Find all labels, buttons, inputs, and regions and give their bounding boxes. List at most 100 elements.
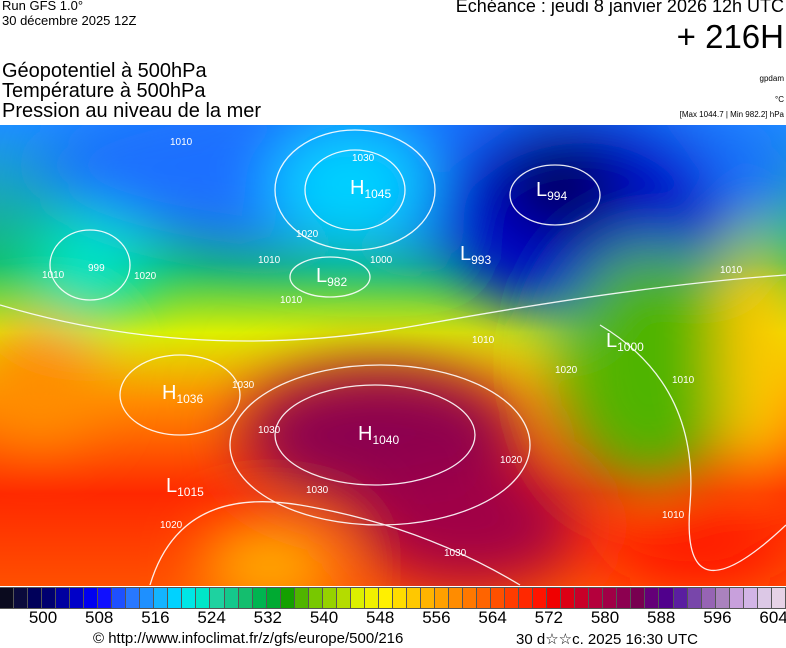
color-scale-swatch <box>645 588 660 608</box>
color-scale-swatch <box>477 588 492 608</box>
color-scale-swatch <box>420 588 435 608</box>
color-scale-tick: 604 <box>759 608 786 627</box>
color-scale-swatch <box>294 588 309 608</box>
color-scale-swatch <box>771 588 786 608</box>
isobar-label: 1010 <box>662 510 685 521</box>
color-scale-swatch <box>617 588 632 608</box>
color-scale-tick: 556 <box>422 608 451 627</box>
color-scale-swatch <box>434 588 449 608</box>
isobar-label: 1030 <box>306 485 329 496</box>
color-scale-tick: 548 <box>366 608 395 627</box>
color-scale-swatch <box>561 588 576 608</box>
color-scale-swatch <box>42 588 57 608</box>
generated-time: 30 d☆☆c. 2025 16:30 UTC <box>516 631 698 648</box>
color-scale-tick: 532 <box>253 608 282 627</box>
color-scale-swatch <box>547 588 562 608</box>
isobar-label: 1010 <box>170 137 193 148</box>
color-scale-swatch <box>238 588 253 608</box>
color-scale-swatch <box>364 588 379 608</box>
color-scale-swatch <box>603 588 618 608</box>
run-date: 30 décembre 2025 12Z <box>2 13 137 28</box>
forecast-map: H1045 L994 L982 L993 L1000 H1036 H1040 L… <box>0 125 786 586</box>
isobar-label: 1010 <box>258 255 281 266</box>
high-center: H1036 <box>162 382 204 406</box>
title-pressure: Pression au niveau de la mer <box>2 100 262 122</box>
color-scale-swatch <box>505 588 520 608</box>
run-label: Run GFS 1.0° <box>2 0 84 13</box>
isobar-label: 999 <box>88 263 105 274</box>
color-scale-swatch <box>350 588 365 608</box>
color-scale-swatch <box>280 588 295 608</box>
isobar-label: 1020 <box>296 229 319 240</box>
low-center: L994 <box>536 179 568 203</box>
color-scale-swatch <box>322 588 337 608</box>
forecast-offset: + 216H <box>676 18 784 55</box>
high-center: H1040 <box>358 423 400 447</box>
color-scale-swatch <box>84 588 99 608</box>
color-scale-tick: 540 <box>309 608 339 627</box>
isobar-label: 1000 <box>370 255 393 266</box>
low-center: L993 <box>460 243 492 267</box>
color-scale-swatch <box>757 588 772 608</box>
color-scale-swatch <box>266 588 281 608</box>
color-scale-swatch <box>729 588 744 608</box>
color-scale-tick: 596 <box>703 608 732 627</box>
color-scale-swatch <box>168 588 183 608</box>
color-scale-tick: 572 <box>534 608 563 627</box>
isobar-label: 1010 <box>720 265 743 276</box>
color-scale-swatch <box>336 588 351 608</box>
color-scale-swatch <box>687 588 702 608</box>
title-geopotential: Géopotentiel à 500hPa <box>2 60 207 82</box>
color-scale-swatch <box>406 588 421 608</box>
color-scale-swatch <box>715 588 730 608</box>
color-scale-swatch <box>0 588 15 608</box>
color-scale-tick: 500 <box>28 608 58 627</box>
isobar-label: 1030 <box>444 548 467 559</box>
title-temperature: Température à 500hPa <box>2 80 206 102</box>
isobar-label: 1010 <box>672 375 695 386</box>
color-scale-swatch <box>378 588 393 608</box>
isobar-label: 1030 <box>352 153 375 164</box>
color-scale-swatch <box>126 588 141 608</box>
isobar-label: 1020 <box>500 455 523 466</box>
isobar-label: 1030 <box>232 380 255 391</box>
color-scale-swatch <box>449 588 464 608</box>
isobar-label: 1020 <box>160 520 183 531</box>
color-scale-swatch <box>631 588 646 608</box>
isobar-label: 1020 <box>134 271 157 282</box>
color-scale-swatch <box>743 588 758 608</box>
color-scale-swatch <box>533 588 548 608</box>
color-scale-swatch <box>14 588 29 608</box>
isobar-label: 1020 <box>555 365 578 376</box>
isobar-label: 1010 <box>472 335 495 346</box>
color-scale-swatch <box>575 588 590 608</box>
copyright-url: © http://www.infoclimat.fr/z/gfs/europe/… <box>93 630 404 647</box>
unit-gpdam: gpdam <box>759 74 784 83</box>
high-center: H1045 <box>350 177 392 201</box>
low-center: L1000 <box>606 330 644 354</box>
low-center: L982 <box>316 265 348 289</box>
isobars <box>0 129 786 586</box>
color-scale-tick: 508 <box>85 608 114 627</box>
color-scale-tick: 516 <box>141 608 170 627</box>
color-scale-swatch <box>210 588 225 608</box>
color-scale-swatch <box>463 588 478 608</box>
color-scale-swatch <box>519 588 534 608</box>
color-scale-tick: 580 <box>590 608 620 627</box>
color-scale-tick: 588 <box>647 608 676 627</box>
color-scale-swatch <box>70 588 85 608</box>
color-scale-tick: 524 <box>197 608 226 627</box>
color-scale-swatch <box>252 588 267 608</box>
color-scale-swatch <box>392 588 407 608</box>
isobar-label: 1030 <box>258 425 281 436</box>
color-scale-swatch <box>196 588 211 608</box>
color-scale-swatch <box>28 588 43 608</box>
isobar-label: 1010 <box>42 270 65 281</box>
color-scale-swatch <box>182 588 197 608</box>
color-scale-swatch <box>154 588 169 608</box>
color-scale-swatch <box>491 588 506 608</box>
color-scale-swatch <box>98 588 113 608</box>
color-scale-swatch <box>224 588 239 608</box>
color-scale-swatch <box>659 588 674 608</box>
